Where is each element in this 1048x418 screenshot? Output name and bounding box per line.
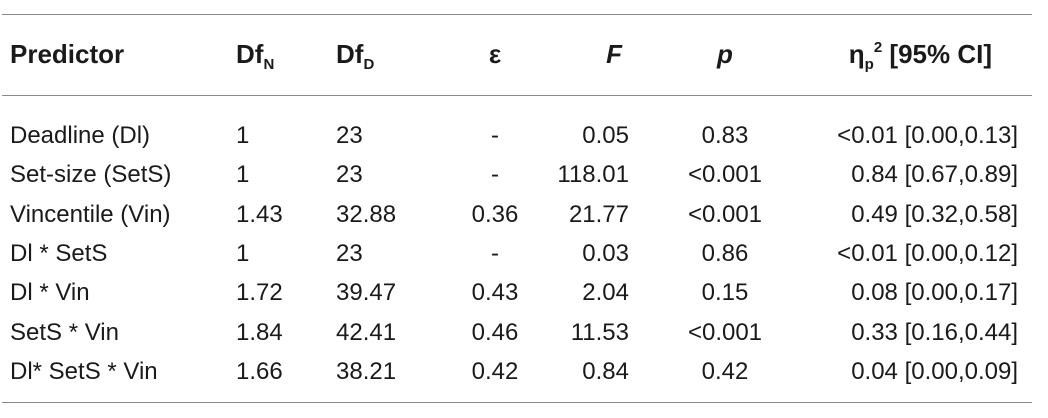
cell-f: 0.84	[582, 358, 629, 385]
cell-df-numerator: 1.43	[236, 201, 283, 228]
bottom-rule	[2, 402, 1032, 403]
cell-predictor: Vincentile (Vin)	[10, 201, 171, 228]
cell-eta-squared: 0.04 [0.00,0.09]	[851, 358, 1018, 385]
cell-df-denominator: 32.88	[336, 201, 397, 228]
cell-predictor: Deadline (Dl)	[10, 122, 151, 149]
header-df-numerator: DfN	[236, 39, 274, 72]
cell-p: 0.83	[701, 122, 749, 149]
header-df-denominator-sub: D	[363, 56, 375, 73]
cell-df-denominator: 23	[336, 161, 363, 188]
cell-eta-squared: 0.84 [0.67,0.89]	[851, 161, 1018, 188]
cell-f: 118.01	[557, 161, 629, 188]
cell-df-numerator: 1.72	[236, 279, 283, 306]
header-df-numerator-sub: N	[263, 56, 275, 73]
cell-epsilon: 0.42	[471, 358, 519, 385]
cell-predictor: Set-size (SetS)	[10, 161, 172, 188]
cell-df-numerator: 1	[236, 161, 250, 188]
cell-p: 0.86	[701, 240, 749, 267]
cell-eta-squared: <0.01 [0.00,0.13]	[837, 122, 1018, 149]
cell-epsilon: 0.43	[471, 279, 519, 306]
cell-p: <0.001	[687, 319, 763, 346]
cell-eta-squared: 0.49 [0.32,0.58]	[851, 201, 1018, 228]
cell-df-numerator: 1	[236, 240, 250, 267]
top-rule	[2, 14, 1032, 15]
cell-f: 11.53	[570, 319, 629, 346]
cell-predictor: Dl * SetS	[10, 240, 108, 267]
header-df-numerator-main: Df	[236, 39, 264, 69]
cell-p: 0.42	[701, 358, 749, 385]
header-epsilon: ε	[488, 39, 502, 69]
cell-f: 0.03	[582, 240, 629, 267]
cell-epsilon: 0.46	[471, 319, 519, 346]
cell-p: 0.15	[701, 279, 749, 306]
header-p: p	[717, 39, 733, 69]
cell-predictor: Dl * Vin	[10, 279, 90, 306]
cell-df-numerator: 1	[236, 122, 250, 149]
cell-epsilon: -	[491, 161, 499, 188]
cell-p: <0.001	[687, 201, 763, 228]
header-predictor: Predictor	[10, 39, 125, 69]
cell-f: 2.04	[582, 279, 629, 306]
cell-df-denominator: 42.41	[336, 319, 397, 346]
header-df-denominator-main: Df	[336, 39, 364, 69]
cell-df-numerator: 1.66	[236, 358, 283, 385]
cell-predictor: SetS * Vin	[10, 319, 119, 346]
cell-eta-squared: <0.01 [0.00,0.12]	[837, 240, 1018, 267]
header-eta-sup: 2	[873, 39, 883, 56]
cell-eta-squared: 0.08 [0.00,0.17]	[851, 279, 1018, 306]
cell-f: 0.05	[582, 122, 629, 149]
header-eta-main: η	[848, 39, 865, 69]
header-df-denominator: DfD	[336, 39, 374, 72]
cell-df-denominator: 23	[336, 240, 363, 267]
cell-eta-squared: 0.33 [0.16,0.44]	[851, 319, 1018, 346]
header-eta-squared: ηp2 [95% CI]	[760, 39, 992, 72]
cell-df-denominator: 38.21	[336, 358, 397, 385]
cell-predictor: Dl* SetS * Vin	[10, 358, 158, 385]
header-rule	[2, 95, 1032, 96]
header-f: F	[606, 39, 622, 69]
header-eta-sub: p	[864, 56, 874, 73]
cell-df-numerator: 1.84	[236, 319, 283, 346]
cell-epsilon: -	[491, 122, 499, 149]
cell-epsilon: 0.36	[471, 201, 519, 228]
cell-f: 21.77	[568, 201, 629, 228]
cell-df-denominator: 39.47	[336, 279, 397, 306]
cell-epsilon: -	[491, 240, 499, 267]
cell-df-denominator: 23	[336, 122, 363, 149]
cell-p: <0.001	[687, 161, 763, 188]
header-eta-ci: [95% CI]	[882, 39, 992, 69]
